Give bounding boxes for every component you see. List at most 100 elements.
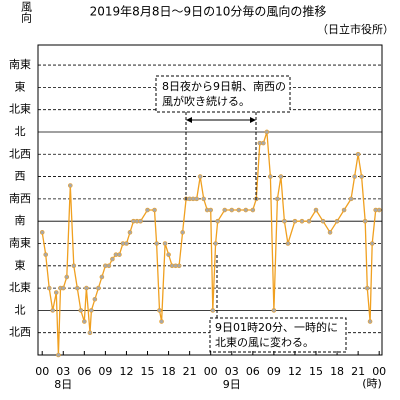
point (64, 274, 70, 280)
x-tick-label: 09 (98, 365, 112, 378)
point (355, 151, 361, 157)
x-unit: (時) (362, 377, 382, 390)
point (261, 140, 266, 146)
point (106, 263, 112, 269)
chart-title: 2019年8月8日～9日の10分毎の風向の推移 (90, 4, 327, 19)
plot-frame (37, 44, 383, 356)
annotation-text: 9日01時20分、一時的に (215, 320, 338, 334)
point (278, 174, 284, 179)
x-tick-label: 06 (246, 365, 260, 378)
point (127, 230, 133, 235)
x-tick-label: 00 (204, 365, 218, 378)
point (152, 207, 157, 213)
point (84, 285, 89, 291)
annotation-text: 8日夜から9日朝、南西の (162, 79, 286, 93)
day-label: 8日 (54, 378, 72, 391)
point (197, 174, 203, 179)
annotation-1: 8日夜から9日朝、南西の 風が吹き続ける。 (155, 75, 291, 200)
point (180, 230, 185, 235)
point (89, 308, 94, 313)
point (96, 285, 101, 291)
y-tick-label: 北 (15, 303, 26, 316)
point (71, 263, 77, 269)
y-tick-label: 北西 (9, 326, 31, 339)
point (213, 241, 218, 246)
y-tick-label: 東 (15, 80, 26, 93)
point (364, 285, 370, 291)
point (282, 218, 287, 224)
x-tick-label: 18 (330, 365, 344, 378)
point (268, 174, 273, 179)
point (327, 230, 333, 235)
point (176, 263, 182, 269)
y-tick-label: 南西 (9, 192, 31, 205)
x-tick-label: 12 (119, 365, 133, 378)
y-tick-label: 東 (15, 259, 26, 272)
y-tick-label: 西 (15, 170, 26, 183)
point (369, 241, 375, 246)
y-tick-label: 北 (15, 125, 26, 138)
x-tick-label: 00 (372, 365, 386, 378)
point (154, 241, 159, 246)
point (352, 174, 357, 179)
point (215, 218, 221, 224)
point (53, 290, 59, 295)
point (194, 196, 199, 202)
x-tick-label: 15 (141, 365, 155, 378)
annotation-box (209, 317, 347, 353)
point (145, 207, 150, 213)
point (124, 241, 129, 246)
y-tick-label: 南東 (9, 58, 31, 71)
point (313, 207, 319, 213)
point (376, 207, 382, 213)
x-tick-label: 21 (351, 365, 365, 378)
annotation-box (155, 75, 291, 113)
y-tick-label: 南 (15, 214, 26, 227)
point (43, 252, 49, 257)
point (201, 196, 206, 202)
x-tick-label: 00 (35, 365, 49, 378)
point (367, 319, 373, 324)
x-tick-label: 09 (267, 365, 281, 378)
point (275, 196, 280, 202)
point (162, 241, 168, 246)
point (159, 319, 164, 324)
point (39, 230, 45, 235)
annotation-2: 9日01時20分、一時的に 北東の風に変わる。 (209, 255, 347, 353)
point (157, 308, 162, 313)
x-tick-label: 21 (183, 365, 197, 378)
point (359, 174, 364, 179)
point (117, 252, 122, 257)
point (99, 274, 105, 280)
x-tick-label: 06 (77, 365, 91, 378)
point (87, 330, 93, 335)
y-tick-label: 北東 (9, 103, 31, 116)
point (208, 207, 214, 213)
point (229, 207, 235, 213)
x-tick-label: 03 (56, 365, 70, 378)
point (75, 285, 80, 291)
point (348, 196, 354, 202)
point (334, 218, 340, 224)
y-axis-label: 風向 (20, 1, 33, 23)
point (306, 218, 312, 224)
y-tick-label: 北東 (9, 281, 31, 294)
point (250, 207, 256, 213)
annotation-text: 風が吹き続ける。 (162, 94, 250, 108)
point (56, 352, 61, 358)
point (166, 252, 171, 257)
point (210, 308, 216, 313)
point (236, 207, 242, 213)
point (222, 207, 228, 213)
point (46, 285, 52, 291)
point (292, 218, 298, 224)
point (78, 308, 84, 313)
x-tick-label: 12 (288, 365, 302, 378)
point (264, 129, 270, 135)
point (92, 296, 98, 302)
point (110, 256, 115, 262)
point (67, 183, 73, 188)
point (60, 285, 66, 291)
point (320, 218, 326, 224)
y-tick-label: 北西 (9, 147, 31, 160)
